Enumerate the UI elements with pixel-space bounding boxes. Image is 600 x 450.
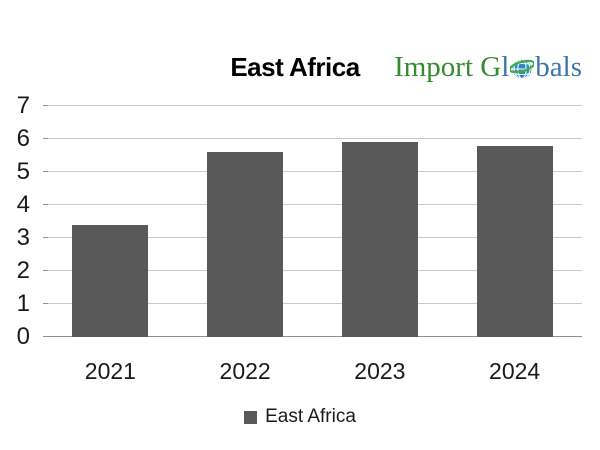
bar-2024 <box>477 146 553 337</box>
logo-text-import: Import G <box>394 51 502 83</box>
bar-2021 <box>72 225 148 337</box>
legend-marker <box>244 410 258 424</box>
y-axis-tick <box>43 303 48 304</box>
y-tick-label: 4 <box>16 191 30 218</box>
x-tick-label: 2024 <box>489 358 541 384</box>
gridline <box>43 270 582 271</box>
gridline <box>43 303 582 304</box>
globe-icon <box>510 59 535 79</box>
bar-2023 <box>342 142 418 337</box>
y-tick-label: 2 <box>16 257 30 284</box>
y-axis-tick <box>43 204 48 205</box>
y-tick-label: 5 <box>16 158 30 185</box>
y-tick-label: 7 <box>16 92 30 119</box>
y-axis-tick <box>43 270 48 271</box>
y-axis-tick <box>43 336 48 337</box>
x-tick-label: 2022 <box>219 358 271 384</box>
x-tick-label: 2023 <box>354 358 406 384</box>
gridline <box>43 105 582 106</box>
plot-area <box>43 105 582 337</box>
y-tick-label: 3 <box>16 224 30 251</box>
legend-label: East Africa <box>265 406 356 427</box>
y-axis-tick <box>43 171 48 172</box>
gridline <box>43 237 582 238</box>
y-axis: 0 1 2 3 4 5 6 7 <box>0 94 30 349</box>
bar-2022 <box>207 152 283 337</box>
y-axis-tick <box>43 237 48 238</box>
gridline <box>43 204 582 205</box>
y-axis-tick <box>43 105 48 106</box>
y-tick-label: 6 <box>16 125 30 152</box>
y-axis-tick <box>43 138 48 139</box>
x-axis-labels: 2021 2022 2023 2024 <box>43 355 582 387</box>
y-tick-label: 0 <box>16 323 30 350</box>
chart-title: East Africa <box>230 52 360 82</box>
x-axis-line <box>43 336 582 337</box>
logo-text-l: l <box>501 51 510 83</box>
legend: East Africa <box>0 405 600 429</box>
logo-text-bals: bals <box>535 51 582 83</box>
x-tick-label: 2021 <box>84 358 136 384</box>
gridline <box>43 138 582 139</box>
y-tick-label: 1 <box>16 290 30 317</box>
gridline <box>43 171 582 172</box>
